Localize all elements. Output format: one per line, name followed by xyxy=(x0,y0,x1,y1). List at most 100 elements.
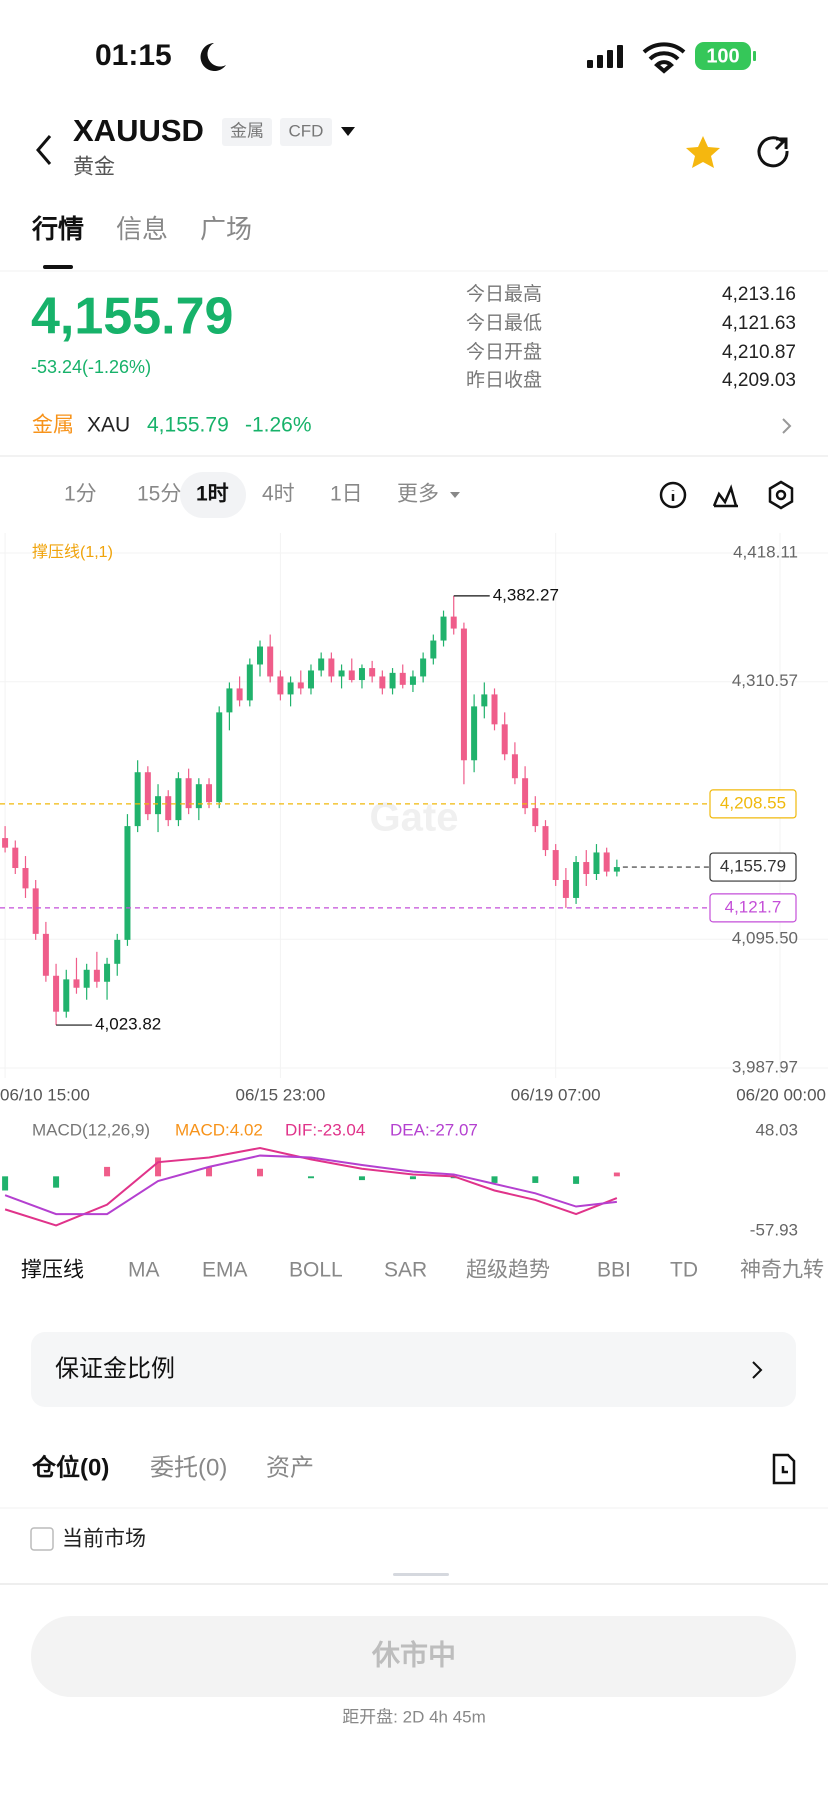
legend-entry: MACD:4.02 xyxy=(175,1120,263,1139)
interval-tab[interactable]: 15分 xyxy=(137,483,181,506)
candle-body xyxy=(318,658,325,671)
position-tab[interactable]: 委托(0) xyxy=(150,1454,227,1481)
indicator-tab[interactable]: SAR xyxy=(384,1259,427,1282)
tag: 金属 xyxy=(230,121,264,140)
symbol-dropdown[interactable] xyxy=(341,127,355,136)
indicator-tab[interactable]: BBI xyxy=(597,1259,631,1282)
candle-body xyxy=(257,646,263,665)
trade-button[interactable] xyxy=(31,1616,796,1697)
back-button[interactable] xyxy=(36,135,52,165)
indicator-tab[interactable]: MA xyxy=(128,1259,160,1282)
x-tick-label: 06/15 23:00 xyxy=(235,1085,325,1104)
indicator-tab[interactable]: 神奇九转 xyxy=(740,1259,824,1282)
candle-body xyxy=(42,933,49,976)
macd-bar xyxy=(307,1176,314,1179)
candle-body xyxy=(562,879,569,898)
candle-body xyxy=(348,670,355,681)
watermark: Gate xyxy=(370,796,459,840)
drag-handle[interactable] xyxy=(393,1573,449,1576)
interval-tab[interactable]: 更多 xyxy=(397,483,439,506)
candle-body xyxy=(134,772,141,827)
position-tab[interactable]: 资产 xyxy=(266,1454,314,1481)
position-tab[interactable]: 仓位(0) xyxy=(31,1453,109,1481)
stat-value: 4,209.03 xyxy=(722,370,796,391)
favorite-star[interactable] xyxy=(686,136,720,168)
candle-body xyxy=(430,640,437,659)
chevron xyxy=(752,1361,763,1379)
y-tick-label: 48.03 xyxy=(755,1120,798,1139)
macd-bar xyxy=(155,1157,162,1177)
macd-bar xyxy=(358,1176,365,1181)
candle-body xyxy=(32,888,39,934)
candle-body xyxy=(603,852,610,872)
wifi-icon xyxy=(642,42,686,74)
related-row[interactable]: 金属 XAU 4,155.79 -1.26% xyxy=(32,414,792,437)
candle-body xyxy=(358,668,365,681)
macd-bar xyxy=(104,1166,111,1177)
indicator-tab[interactable]: TD xyxy=(670,1259,698,1282)
candle-body xyxy=(104,963,111,982)
tab[interactable]: 信息 xyxy=(116,214,168,244)
price-level-label: 4,155.79 xyxy=(720,857,786,876)
macd-bar xyxy=(613,1172,620,1177)
y-tick-label: 4,418.11 xyxy=(733,542,798,561)
candle-body xyxy=(501,724,508,755)
indicator-tab[interactable]: BOLL xyxy=(289,1259,343,1282)
share-button[interactable] xyxy=(757,136,789,168)
extreme-label: 4,382.27 xyxy=(493,585,559,604)
macd-chart: MACD(12,26,9) MACD:4.02 DIF:-23.04 DEA:-27.… xyxy=(2,1120,798,1239)
candle-body xyxy=(460,628,467,761)
candle-body xyxy=(389,672,396,689)
indicator-tab[interactable]: EMA xyxy=(202,1259,248,1282)
market-open-countdown: 距开盘: 2D 4h 45m xyxy=(342,1707,486,1726)
x-tick-label: 06/19 07:00 xyxy=(511,1085,601,1104)
battery-tip xyxy=(753,51,756,61)
indicator-tab[interactable]: 撑压线 xyxy=(21,1259,84,1282)
battery-level: 100 xyxy=(706,45,739,67)
indicator-tab[interactable]: 超级趋势 xyxy=(466,1259,550,1282)
candle-body xyxy=(440,616,447,641)
macd-bar xyxy=(53,1176,60,1188)
x-tick-label: 06/20 00:00 xyxy=(736,1085,826,1104)
indicator-label: 撑压线(1,1) xyxy=(32,543,113,561)
tab[interactable]: 广场 xyxy=(200,214,252,244)
candle-body xyxy=(93,969,100,982)
candle-body xyxy=(185,778,192,809)
extreme-label: 4,023.82 xyxy=(95,1015,161,1034)
stat-value: 4,210.87 xyxy=(722,342,796,363)
interval-tab[interactable]: 1日 xyxy=(330,483,363,506)
interval-tab[interactable]: 1分 xyxy=(64,483,97,506)
macd-bar xyxy=(257,1168,263,1177)
candle-body xyxy=(542,826,549,851)
margin-card[interactable] xyxy=(31,1332,796,1407)
related-category: 金属 xyxy=(32,414,74,437)
candle-body xyxy=(593,852,600,875)
tag-bg xyxy=(222,118,272,146)
interval-tab[interactable]: 4时 xyxy=(262,483,295,506)
candle-body xyxy=(409,676,416,685)
stat-label: 今日开盘 xyxy=(466,341,542,363)
candle-body xyxy=(246,664,253,701)
interval-tab[interactable]: 1时 xyxy=(196,483,229,506)
checkbox-label: 当前市场 xyxy=(62,1528,146,1551)
indicator-button[interactable] xyxy=(712,484,738,508)
candle-body xyxy=(471,706,478,761)
stat-label: 昨日收盘 xyxy=(466,369,542,391)
info-button[interactable] xyxy=(659,481,687,509)
candle-body xyxy=(583,862,590,875)
tab[interactable]: 行情 xyxy=(31,214,84,244)
candle-body xyxy=(481,694,488,707)
checkbox[interactable] xyxy=(30,1527,54,1551)
settings-button[interactable] xyxy=(768,480,794,510)
interval-selected-bg xyxy=(180,472,246,518)
related-symbol: XAU xyxy=(87,414,130,437)
signal-icon xyxy=(587,45,623,68)
macd-title: MACD(12,26,9) xyxy=(32,1120,150,1139)
history-button[interactable] xyxy=(772,1453,796,1485)
candle-body xyxy=(267,646,274,677)
candle-body xyxy=(144,772,151,815)
tag: CFD xyxy=(289,121,324,140)
macd-bar xyxy=(2,1176,9,1191)
price-chart[interactable]: Gate 4,418.11 4,310.57 4,095.50 3,987.97 06/1… xyxy=(0,533,828,1104)
margin-label: 保证金比例 xyxy=(55,1355,175,1382)
